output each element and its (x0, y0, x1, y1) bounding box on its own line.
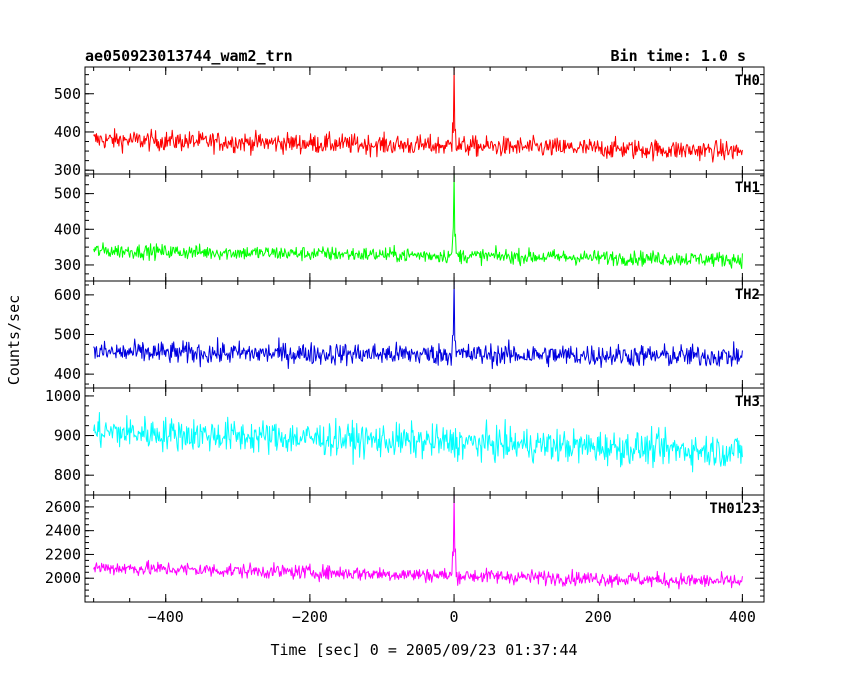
x-tick-label: 200 (585, 608, 612, 626)
panel-th0: 300 400 500 TH0 (54, 66, 765, 179)
panels-group: 300 400 500 TH0 300 400 500 TH1 400 500 600 TH2 800 9… (45, 66, 765, 603)
panel-label: TH3 (735, 394, 760, 410)
series-line-th3 (93, 412, 743, 473)
y-tick-label: 2200 (45, 545, 81, 563)
y-axis-label: Counts/sec (5, 295, 23, 385)
y-tick-label: 2400 (45, 522, 81, 540)
y-tick-label: 400 (54, 123, 81, 141)
panel-frame (84, 280, 765, 389)
x-axis: −400 −200 0 200 400 (148, 608, 756, 626)
x-axis-label: Time [sec] 0 = 2005/09/23 01:37:44 (270, 641, 577, 659)
panel-th1: 300 400 500 TH1 (54, 173, 765, 282)
y-tick-label: 300 (54, 161, 81, 179)
y-tick-label: 500 (54, 185, 81, 203)
y-tick-label: 1000 (45, 387, 81, 405)
series-line-th0 (93, 66, 743, 163)
series-line-th2 (93, 280, 743, 370)
y-tick-label: 900 (54, 427, 81, 445)
y-tick-label: 600 (54, 286, 81, 304)
panel-th2: 400 500 600 TH2 (54, 280, 765, 389)
panel-label: TH0 (735, 73, 760, 89)
panel-frame (84, 66, 765, 175)
x-tick-label: 400 (729, 608, 756, 626)
series-line-th1 (93, 173, 743, 270)
panel-frame (84, 173, 765, 282)
y-tick-label: 300 (54, 256, 81, 274)
y-tick-label: 2000 (45, 569, 81, 587)
y-tick-label: 400 (54, 220, 81, 238)
y-tick-label: 2600 (45, 498, 81, 516)
panel-label: TH0123 (709, 501, 760, 517)
series-line-th0123 (93, 494, 743, 590)
bin-time-label: Bin time: 1.0 s (611, 47, 746, 65)
y-tick-label: 500 (54, 326, 81, 344)
panel-frame (84, 494, 765, 603)
y-tick-label: 800 (54, 466, 81, 484)
panel-th0123: 2000 2200 2400 2600 TH0123 (45, 494, 765, 603)
y-tick-label: 400 (54, 365, 81, 383)
x-tick-label: 0 (450, 608, 459, 626)
y-tick-label: 500 (54, 85, 81, 103)
panel-th3: 800 900 1000 TH3 (45, 387, 765, 496)
chart-title: ae050923013744_wam2_trn (85, 47, 293, 65)
x-tick-label: −400 (148, 608, 184, 626)
panel-label: TH2 (735, 287, 760, 303)
x-tick-label: −200 (292, 608, 328, 626)
panel-label: TH1 (735, 180, 760, 196)
